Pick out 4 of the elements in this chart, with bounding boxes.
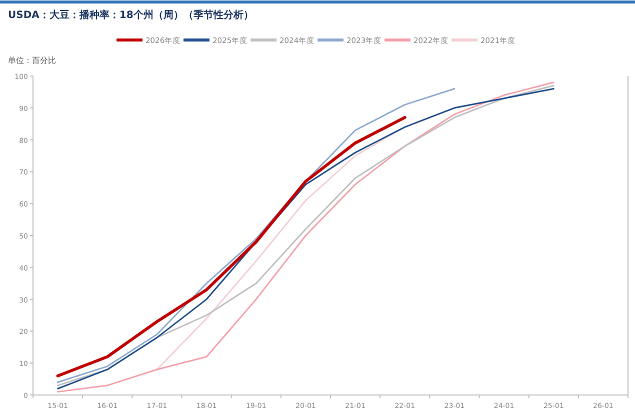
chart-title: USDA：大豆：播种率：18个州（周）（季节性分析） [8,9,254,21]
line-series [57,88,456,383]
y-axis-title: 单位：百分比 [8,56,56,65]
line-series [56,116,406,378]
